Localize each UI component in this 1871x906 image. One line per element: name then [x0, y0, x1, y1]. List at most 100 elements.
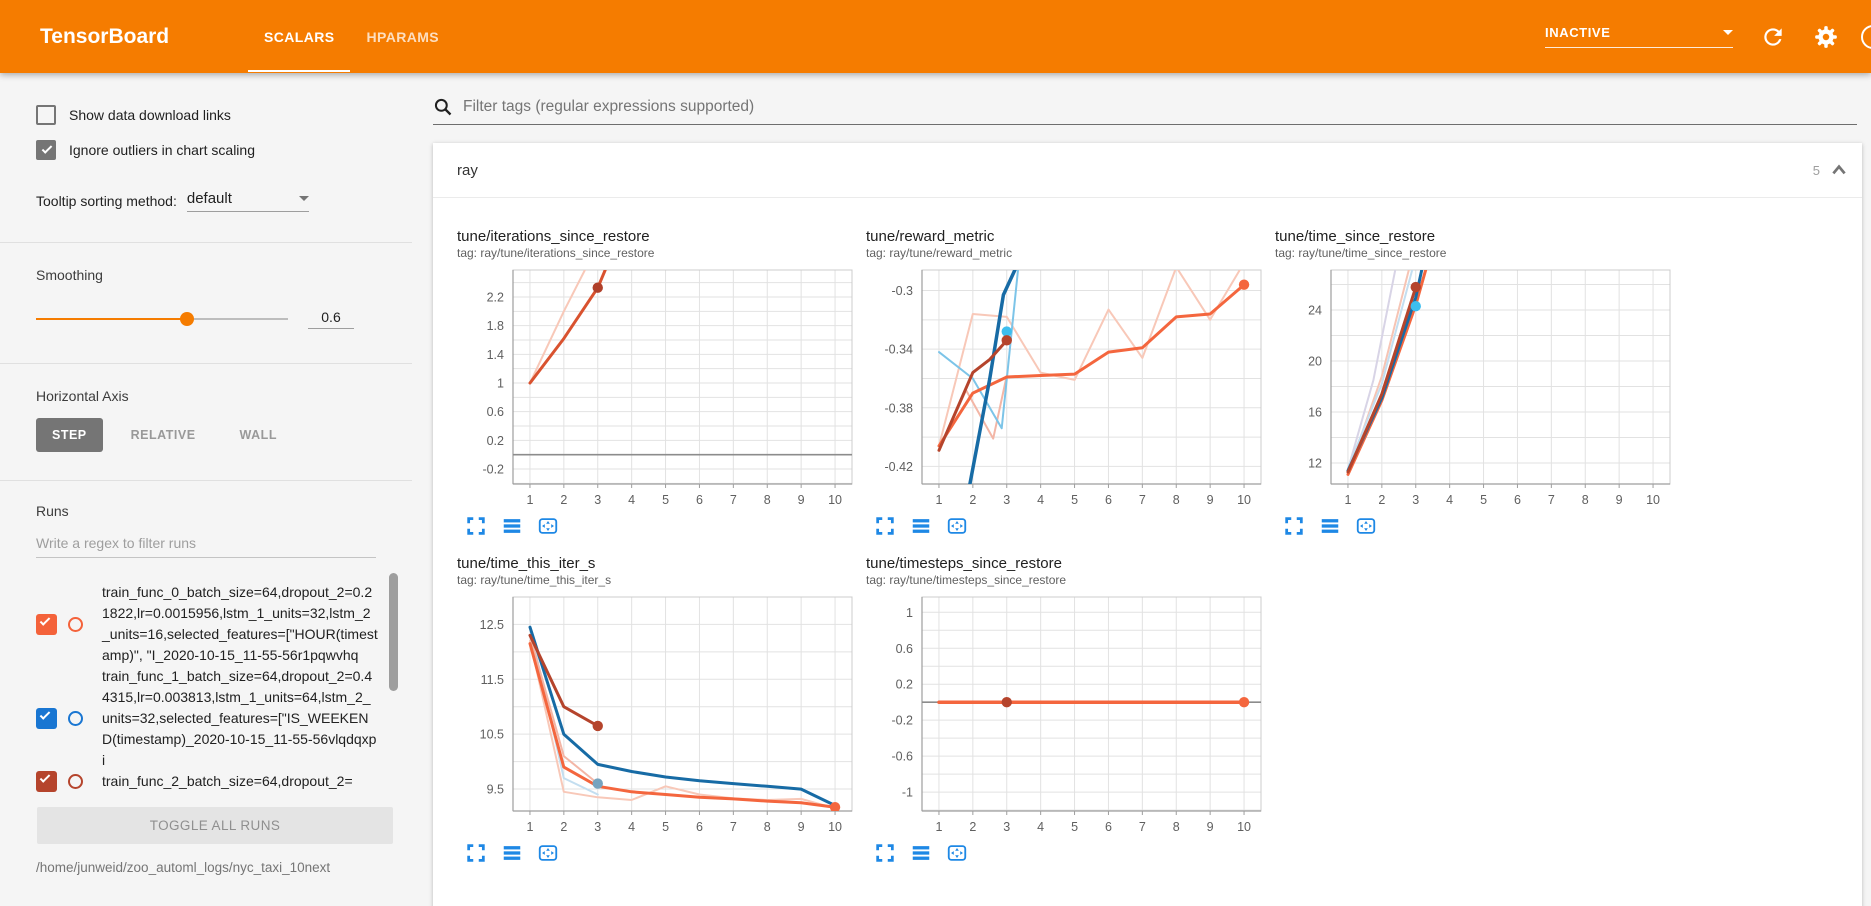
runs-filter-input[interactable]: Write a regex to filter runs [36, 535, 376, 558]
smoothing-label: Smoothing [36, 267, 103, 283]
reload-status-dropdown[interactable]: INACTIVE [1545, 25, 1733, 48]
svg-text:10: 10 [1237, 493, 1251, 507]
svg-text:8: 8 [1582, 493, 1589, 507]
runs-scrollbar[interactable] [389, 573, 398, 691]
series-run1-raw [938, 270, 1019, 430]
slider-thumb[interactable] [180, 312, 195, 326]
run-color-radio[interactable] [68, 616, 83, 632]
tab-hparams[interactable]: HPARAMS [366, 28, 440, 45]
svg-text:-0.34: -0.34 [885, 343, 914, 357]
expand-icon[interactable] [465, 842, 489, 866]
runs-selector-icon[interactable] [1319, 515, 1343, 539]
fit-domain-icon[interactable] [537, 842, 561, 866]
series-run0-raw [938, 270, 1241, 447]
series-run2-smoothed [937, 338, 1009, 452]
chart-title: tune/iterations_since_restore [457, 228, 650, 245]
runs-selector-icon[interactable] [501, 515, 525, 539]
run-name: train_func_1_batch_size=64,dropout_2=0.4… [102, 668, 377, 768]
series-run2-raw [529, 634, 599, 785]
expand-icon[interactable] [874, 842, 898, 866]
runs-label: Runs [36, 503, 69, 519]
checkbox-icon[interactable] [36, 140, 56, 160]
svg-text:2.2: 2.2 [487, 291, 504, 305]
svg-text:1: 1 [497, 377, 504, 391]
run-checkbox[interactable] [36, 613, 57, 635]
tooltip-sorting-dropdown[interactable]: default [186, 190, 309, 212]
final-point-dot [1001, 335, 1012, 346]
series-run2-smoothed [1346, 285, 1418, 474]
run-list-item[interactable]: train_func_2_batch_size=64,dropout_2= [36, 771, 412, 792]
chevron-up-icon[interactable] [1830, 162, 1848, 178]
help-circle-icon[interactable] [1861, 24, 1871, 49]
axis-wall-button[interactable]: WALL [239, 428, 277, 442]
run-color-radio[interactable] [68, 774, 83, 789]
run-checkbox[interactable] [36, 771, 57, 792]
tag-group-header[interactable]: ray 5 [433, 143, 1862, 198]
scalars-dashboard: Filter tags (regular expressions support… [412, 73, 1871, 906]
final-point-dot [1238, 279, 1250, 290]
chart-card: tune/iterations_since_restore tag: ray/tu… [457, 228, 866, 539]
line-chart[interactable]: -0.3 -0.34 -0.38 -0.42 1 2 3 4 5 6 7 8 9 10 [866, 268, 1275, 513]
chart-card: tune/time_since_restore tag: ray/tune/tim… [1275, 228, 1684, 539]
series-run2-smoothed [528, 633, 600, 728]
axis-relative-button[interactable]: RELATIVE [130, 428, 196, 442]
svg-text:20: 20 [1308, 355, 1322, 369]
final-point-dot [829, 801, 841, 811]
dashboard-tabs: SCALARS HPARAMS [248, 0, 455, 73]
settings-gear-icon[interactable] [1813, 24, 1839, 50]
run-list-item[interactable]: train_func_0_batch_size=64,dropout_2=0.2… [36, 564, 412, 666]
smoothing-slider[interactable] [36, 312, 288, 326]
svg-text:16: 16 [1308, 405, 1322, 419]
ignore-outliers-checkbox[interactable]: Ignore outliers in chart scaling [36, 140, 394, 160]
line-chart[interactable]: 24 20 16 12 1 2 3 4 5 6 7 8 9 10 [1275, 268, 1684, 513]
chart-tag: tag: ray/tune/reward_metric [866, 246, 1013, 260]
svg-text:3: 3 [594, 493, 601, 507]
svg-text:1.4: 1.4 [487, 348, 504, 362]
smoothing-value-field[interactable]: 0.6 [308, 309, 354, 329]
log-directory-path: /home/junweid/zoo_automl_logs/nyc_taxi_1… [36, 860, 331, 875]
tag-filter-input[interactable]: Filter tags (regular expressions support… [463, 98, 755, 115]
run-checkbox[interactable] [36, 708, 57, 729]
runs-list: train_func_0_batch_size=64,dropout_2=0.2… [36, 564, 412, 803]
chart-tag: tag: ray/tune/time_since_restore [1275, 246, 1447, 260]
svg-text:4: 4 [1037, 493, 1044, 507]
run-list-item[interactable]: train_func_1_batch_size=64,dropout_2=0.4… [36, 666, 412, 771]
runs-selector-icon[interactable] [910, 515, 934, 539]
svg-text:5: 5 [662, 820, 669, 834]
series-runs-smoothed [528, 270, 607, 385]
chart-tag: tag: ray/tune/timesteps_since_restore [866, 573, 1067, 587]
show-download-links-checkbox[interactable]: Show data download links [36, 105, 394, 125]
expand-icon[interactable] [874, 515, 898, 539]
expand-icon[interactable] [465, 515, 489, 539]
tooltip-sorting-label: Tooltip sorting method: [36, 193, 177, 209]
fit-domain-icon[interactable] [537, 515, 561, 539]
svg-text:2: 2 [1378, 493, 1385, 507]
line-chart[interactable]: 1 0.6 0.2 -0.2 -0.6 -1 1 2 3 4 5 6 7 8 9 10 [866, 595, 1275, 840]
fit-domain-icon[interactable] [946, 515, 970, 539]
run-color-radio[interactable] [68, 711, 83, 726]
toggle-all-runs-button[interactable]: TOGGLE ALL RUNS [37, 807, 393, 844]
final-point-dot [1238, 697, 1250, 708]
svg-text:-0.6: -0.6 [891, 750, 913, 764]
svg-text:1: 1 [935, 493, 942, 507]
search-icon [434, 98, 452, 116]
svg-text:7: 7 [1139, 493, 1146, 507]
checkbox-icon[interactable] [36, 105, 56, 125]
expand-icon[interactable] [1283, 515, 1307, 539]
fit-domain-icon[interactable] [1355, 515, 1379, 539]
svg-text:6: 6 [1105, 820, 1112, 834]
line-chart[interactable]: 2.2 1.8 1.4 1 0.6 0.2 -0.2 1 2 3 4 5 6 7 8 9 10 [457, 268, 866, 513]
final-point-dot [1410, 300, 1421, 312]
fit-domain-icon[interactable] [946, 842, 970, 866]
line-chart[interactable]: 12.5 11.5 10.5 9.5 1 2 3 4 5 6 7 8 9 10 [457, 595, 866, 840]
refresh-icon[interactable] [1760, 24, 1786, 50]
svg-text:6: 6 [696, 493, 703, 507]
axis-step-button[interactable]: STEP [36, 418, 103, 452]
svg-text:-0.2: -0.2 [482, 463, 504, 477]
runs-selector-icon[interactable] [910, 842, 934, 866]
svg-text:0.6: 0.6 [896, 642, 913, 656]
app-title: TensorBoard [40, 24, 170, 48]
svg-text:1.8: 1.8 [487, 319, 504, 333]
runs-selector-icon[interactable] [501, 842, 525, 866]
tab-scalars[interactable]: SCALARS [248, 0, 351, 73]
